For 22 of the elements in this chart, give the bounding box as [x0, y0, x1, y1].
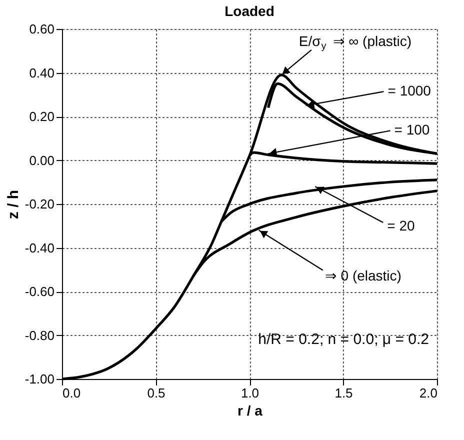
annotation: ⇒ 0 (elastic) — [324, 267, 402, 284]
y-tick-label: -0.40 — [24, 240, 54, 256]
y-tick-label: -0.80 — [24, 328, 54, 343]
y-tick-label: -1.00 — [24, 372, 54, 386]
x-tick-label: 0.0 — [62, 386, 81, 400]
y-tick-label: -0.20 — [24, 196, 54, 212]
x-axis-title: r / a — [238, 402, 263, 418]
y-tick-label: 0.20 — [29, 109, 54, 124]
x-tick-label: 1.5 — [334, 386, 353, 400]
y-tick-label: 0.00 — [29, 152, 54, 168]
chart-title: Loaded — [224, 3, 274, 19]
annotation: = 20 — [387, 218, 415, 234]
y-axis-title: z / h — [4, 190, 22, 220]
annotation: = 100 — [394, 122, 430, 138]
y-tick-label: 0.60 — [29, 22, 54, 36]
annotation: = 1000 — [388, 82, 432, 99]
x-tick-label: 1.0 — [240, 386, 260, 400]
annotation: h/R = 0.2; n = 0.0; μ = 0.2 — [258, 331, 429, 348]
y-tick-label: 0.40 — [29, 65, 54, 80]
y-tick-label: -0.60 — [24, 284, 54, 299]
x-tick-label: 2.0 — [419, 386, 438, 400]
x-tick-label: 0.5 — [147, 386, 166, 400]
